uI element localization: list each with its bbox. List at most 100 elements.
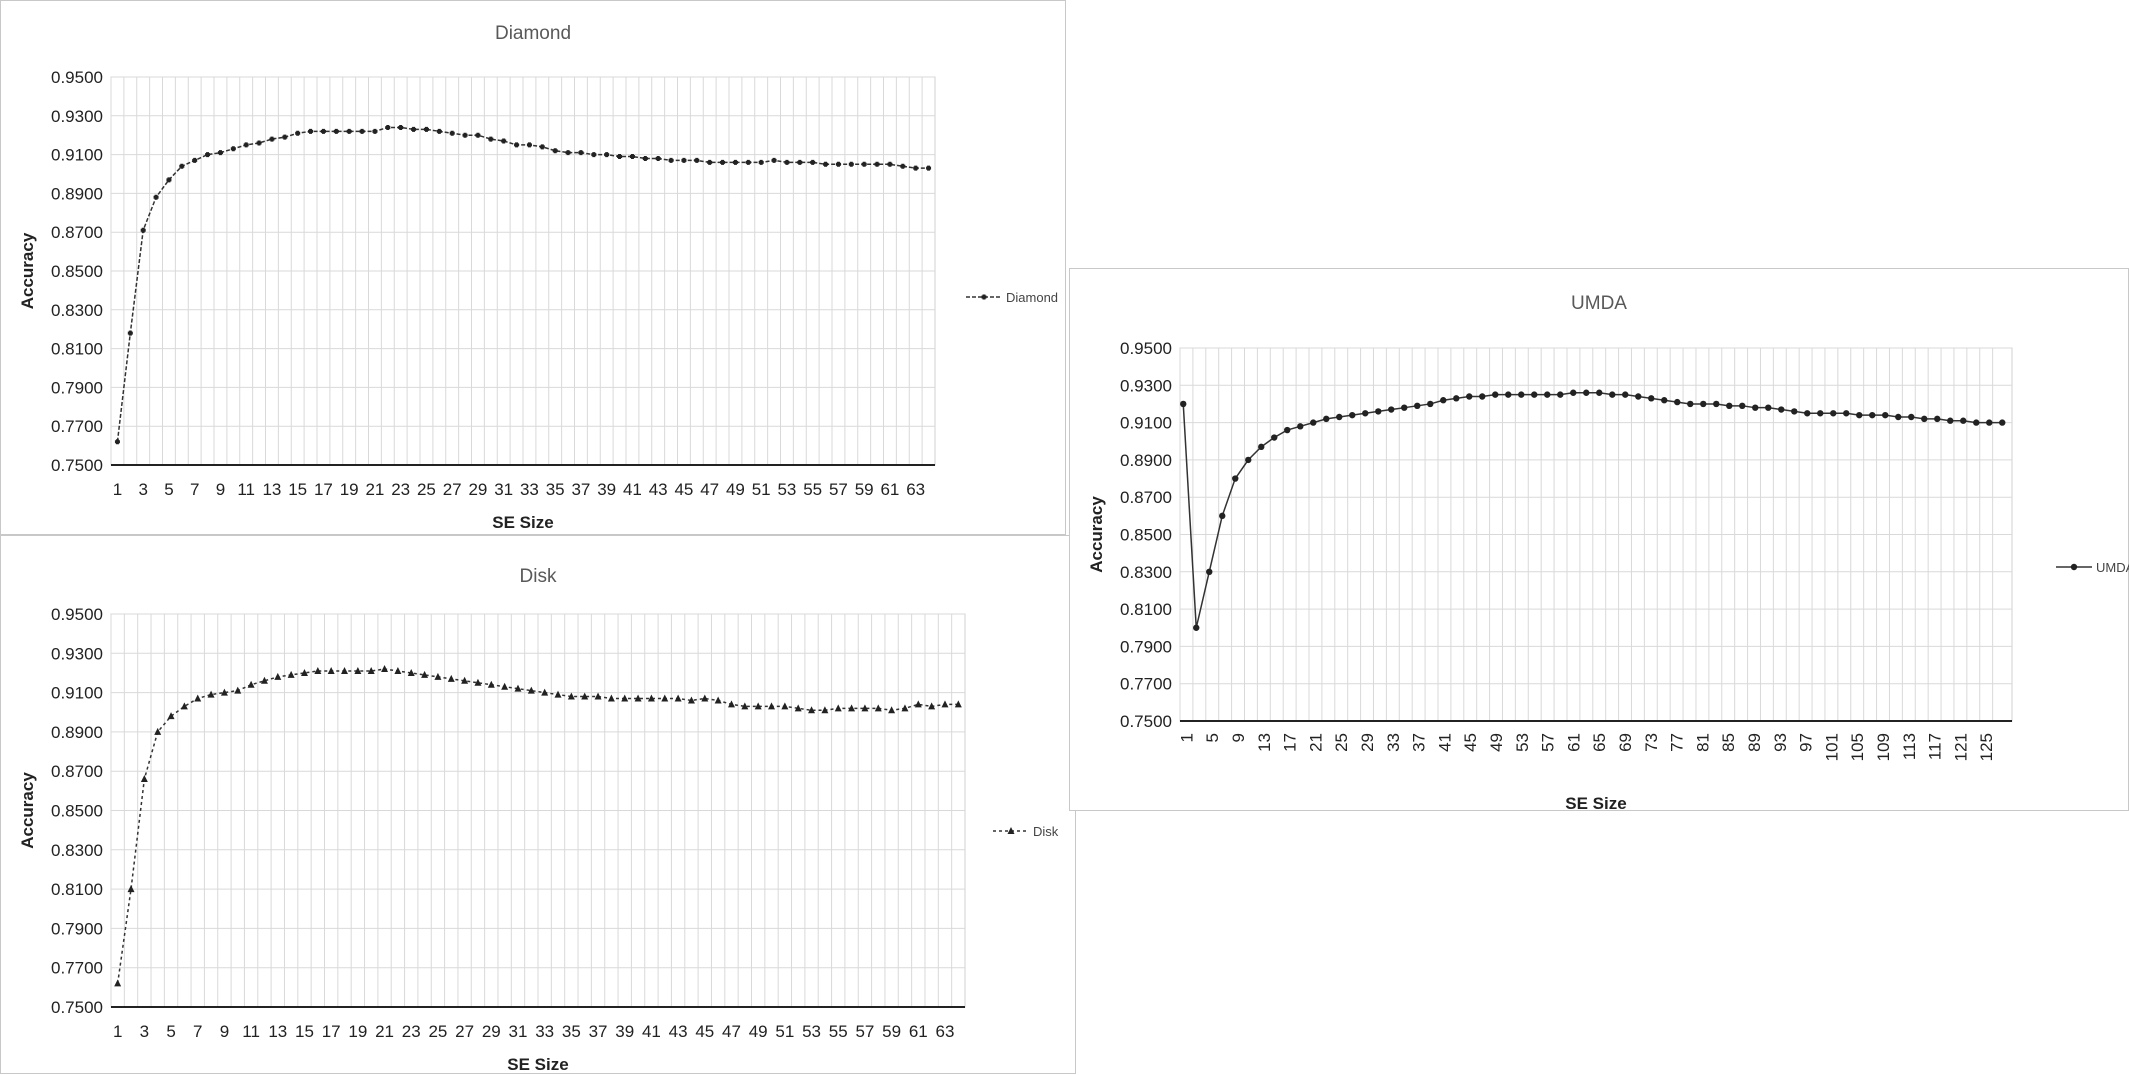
chart-plot: 0.9500 0.9300 0.9100 0.8900 0.8700 0.8500 0.83… <box>18 605 1059 1074</box>
x-tick-label: 55 <box>803 480 822 499</box>
data-point <box>768 702 776 710</box>
data-point <box>333 128 339 134</box>
x-tick-label: 101 <box>1822 733 1841 761</box>
data-point <box>234 686 242 694</box>
data-point <box>1739 402 1746 410</box>
data-point <box>1804 410 1811 417</box>
data-point <box>346 128 352 134</box>
y-tick-label: 0.8100 <box>1120 600 1172 619</box>
data-point <box>655 155 661 161</box>
data-point <box>1180 400 1187 408</box>
data-point <box>140 775 148 783</box>
x-tick-label: 69 <box>1616 733 1635 752</box>
y-tick-label: 0.7700 <box>1120 675 1172 694</box>
data-point <box>578 150 584 156</box>
data-point <box>848 161 854 167</box>
data-point <box>1258 443 1265 451</box>
x-tick-label: 47 <box>700 480 719 499</box>
data-point <box>1674 398 1681 406</box>
data-point <box>629 154 635 160</box>
x-tick-label: 55 <box>829 1022 848 1041</box>
legend-label: Diamond <box>1006 290 1058 305</box>
y-tick-label: 0.8300 <box>51 841 103 860</box>
data-point <box>287 670 295 678</box>
x-tick-label: 113 <box>1900 733 1919 760</box>
x-axis-title: SE Size <box>492 513 553 532</box>
data-point <box>114 439 120 445</box>
x-tick-label: 47 <box>722 1022 741 1041</box>
data-point <box>926 165 932 171</box>
data-point <box>1492 391 1499 398</box>
x-tick-label: 1 <box>1177 733 1196 742</box>
x-tick-label: 3 <box>140 1022 149 1041</box>
data-point <box>247 680 255 688</box>
data-point <box>398 124 404 130</box>
x-tick-label: 61 <box>909 1022 928 1041</box>
data-point <box>954 700 962 708</box>
x-tick-label: 23 <box>391 480 410 499</box>
chart-title: UMDA <box>1571 293 1627 314</box>
x-tick-label: 5 <box>1203 733 1222 742</box>
data-point <box>256 140 262 146</box>
x-tick-label: 33 <box>520 480 539 499</box>
data-point <box>1752 404 1759 411</box>
x-tick-label: 13 <box>262 480 281 499</box>
x-tick-label: 41 <box>642 1022 661 1041</box>
x-tick-label: 25 <box>417 480 436 499</box>
data-point <box>1232 475 1239 482</box>
x-tick-label: 49 <box>726 480 745 499</box>
legend-marker <box>1007 827 1015 834</box>
data-point <box>1960 417 1967 424</box>
data-point <box>727 700 735 708</box>
data-point <box>581 692 589 700</box>
data-point <box>421 670 429 678</box>
data-point <box>461 676 469 684</box>
x-tick-label: 27 <box>455 1022 474 1041</box>
x-tick-label: 31 <box>509 1022 528 1041</box>
data-point <box>1830 410 1837 417</box>
y-tick-label: 0.9500 <box>51 605 103 624</box>
data-point <box>1765 404 1772 411</box>
data-point <box>394 666 402 674</box>
y-tick-label: 0.8900 <box>51 723 103 742</box>
data-point <box>423 126 429 132</box>
x-tick-label: 15 <box>288 480 307 499</box>
data-point <box>205 152 211 158</box>
x-tick-label: 13 <box>268 1022 287 1041</box>
data-point <box>834 704 842 712</box>
chart-title: Disk <box>519 566 557 587</box>
data-point <box>217 150 223 156</box>
data-point <box>1466 393 1473 400</box>
x-tick-label: 37 <box>1410 733 1429 752</box>
y-tick-label: 0.8500 <box>51 802 103 821</box>
x-tick-label: 57 <box>855 1022 874 1041</box>
y-tick-label: 0.7700 <box>51 959 103 978</box>
x-tick-label: 17 <box>322 1022 341 1041</box>
x-tick-label: 109 <box>1874 733 1893 761</box>
data-point <box>745 159 751 165</box>
data-point <box>167 712 175 720</box>
data-point <box>474 678 482 686</box>
x-tick-label: 35 <box>546 480 565 499</box>
data-point <box>300 668 308 676</box>
data-point <box>941 700 949 708</box>
x-tick-label: 85 <box>1719 733 1738 752</box>
data-point <box>758 159 764 165</box>
data-point <box>180 702 188 710</box>
y-tick-label: 0.9500 <box>1120 339 1172 358</box>
data-point <box>1505 391 1512 398</box>
data-point <box>1518 391 1525 398</box>
data-point <box>1479 393 1486 400</box>
data-point <box>1817 410 1824 417</box>
y-tick-label: 0.8900 <box>1120 451 1172 470</box>
x-tick-label: 41 <box>1435 733 1454 752</box>
x-axis-title: SE Size <box>507 1055 568 1074</box>
data-point <box>874 704 882 712</box>
umda-chart: UMDA 0.9500 0.9300 0.9100 0.8900 0.8700 0.850… <box>1069 268 2129 812</box>
data-point <box>1921 415 1928 423</box>
data-point <box>127 885 135 893</box>
x-tick-label: 39 <box>615 1022 634 1041</box>
x-tick-label: 29 <box>1358 733 1377 752</box>
x-tick-label: 61 <box>1564 733 1583 752</box>
series-line <box>116 126 929 442</box>
